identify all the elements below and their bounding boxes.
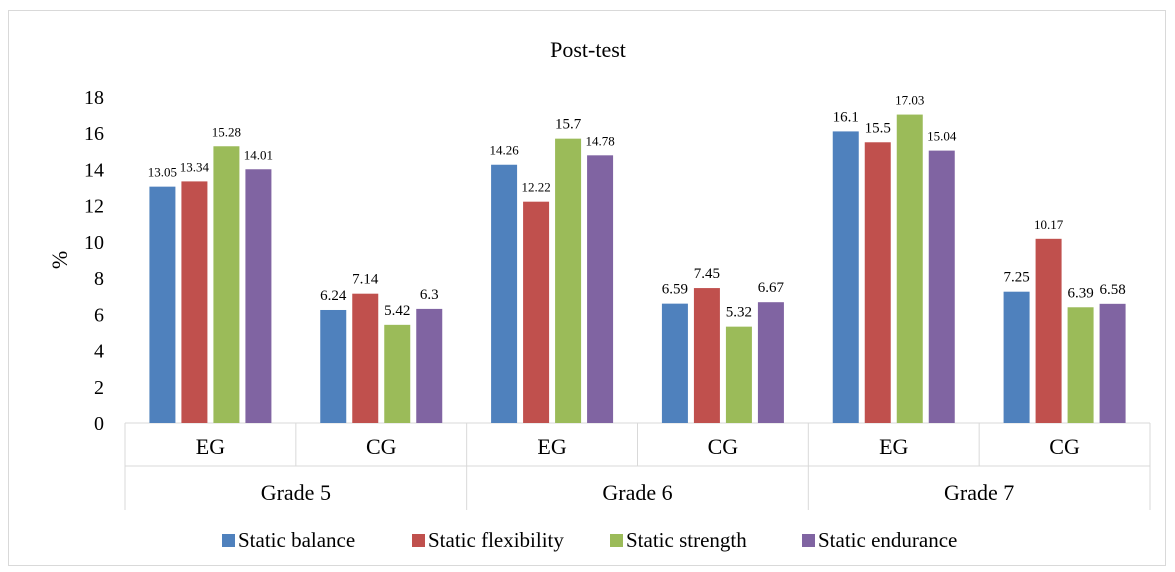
y-tick-label: 16 <box>84 123 104 145</box>
bar-static-endurance <box>757 302 784 423</box>
data-label: 17.03 <box>895 93 924 108</box>
category-label: EG <box>196 434 225 459</box>
bar-static-endurance <box>1099 303 1126 423</box>
data-label: 15.04 <box>927 129 957 144</box>
data-label: 14.01 <box>244 147 273 162</box>
data-label: 12.22 <box>521 180 550 195</box>
data-label: 7.14 <box>352 272 379 288</box>
bar-static-balance <box>1003 291 1030 423</box>
category-label: CG <box>366 434 397 459</box>
bar-static-endurance <box>587 155 614 423</box>
category-label: EG <box>537 434 566 459</box>
bar-static-balance <box>661 303 688 423</box>
group-label: Grade 7 <box>944 480 1014 505</box>
y-tick-label: 4 <box>94 341 104 363</box>
data-label: 6.59 <box>662 282 688 298</box>
category-label: CG <box>1049 434 1080 459</box>
chart-title: Post-test <box>550 37 626 62</box>
group-label: Grade 5 <box>261 480 331 505</box>
category-label: EG <box>879 434 908 459</box>
bar-static-balance <box>149 186 176 423</box>
y-tick-label: 2 <box>94 377 104 399</box>
data-labels: 13.05 6.24 14.26 6.59 16.1 7.25 13.34 7.14 12.22… <box>148 93 1126 321</box>
data-label: 13.34 <box>180 159 210 174</box>
data-label: 6.3 <box>420 287 439 303</box>
legend-swatch-static-strength <box>610 534 623 547</box>
data-label: 15.28 <box>212 124 241 139</box>
bar-static-strength <box>384 324 411 423</box>
bar-static-endurance <box>928 150 955 423</box>
y-axis-ticks: 0 2 4 6 8 10 12 14 16 18 <box>84 87 104 435</box>
legend: Static balance Static flexibility Static s… <box>222 528 957 552</box>
data-label: 13.05 <box>148 165 177 180</box>
data-label: 14.78 <box>585 133 614 148</box>
bar-static-flexibility <box>352 293 379 423</box>
bar-static-strength <box>1067 307 1094 423</box>
bar-static-strength <box>725 326 752 423</box>
bar-static-flexibility <box>864 142 891 423</box>
legend-label: Static balance <box>238 528 355 552</box>
bar-static-strength <box>555 138 582 423</box>
data-label: 7.25 <box>1003 270 1029 286</box>
legend-swatch-static-endurance <box>802 534 815 547</box>
x-axis-labels: EG CG EG CG EG CG Grade 5 Grade 6 Grade 7 <box>196 434 1080 505</box>
data-label: 6.58 <box>1099 282 1125 298</box>
legend-swatch-static-flexibility <box>412 534 425 547</box>
y-tick-label: 10 <box>84 232 104 254</box>
data-label: 15.7 <box>555 117 582 133</box>
bar-static-flexibility <box>1035 238 1062 423</box>
data-label: 16.1 <box>833 109 859 125</box>
data-label: 6.67 <box>758 280 785 296</box>
data-label: 6.24 <box>320 288 347 304</box>
bar-static-flexibility <box>523 201 550 423</box>
bar-static-balance <box>832 131 859 423</box>
y-tick-label: 12 <box>84 196 104 218</box>
bar-static-flexibility <box>181 181 208 423</box>
bar-static-endurance <box>416 308 443 423</box>
bar-series <box>149 114 1126 424</box>
legend-label: Static endurance <box>818 528 957 552</box>
bar-static-balance <box>491 164 518 424</box>
category-label: CG <box>708 434 739 459</box>
legend-swatch-static-balance <box>222 534 235 547</box>
x-axis <box>124 422 1151 510</box>
y-tick-label: 18 <box>84 87 104 109</box>
legend-label: Static strength <box>626 528 747 552</box>
y-tick-label: 6 <box>94 304 104 326</box>
bar-static-endurance <box>245 169 272 423</box>
y-tick-label: 14 <box>84 159 104 181</box>
bar-static-strength <box>213 146 240 424</box>
y-axis-label: % <box>47 251 72 269</box>
legend-label: Static flexibility <box>428 528 564 552</box>
data-label: 7.45 <box>694 266 720 282</box>
group-label: Grade 6 <box>602 480 672 505</box>
data-label: 15.5 <box>865 120 891 136</box>
data-label: 5.32 <box>726 305 752 321</box>
bar-static-strength <box>896 114 923 423</box>
y-tick-label: 8 <box>94 268 104 290</box>
y-tick-label: 0 <box>94 413 104 435</box>
data-label: 10.17 <box>1034 217 1064 232</box>
data-label: 5.42 <box>384 303 410 319</box>
data-label: 6.39 <box>1067 285 1093 301</box>
bar-static-balance <box>320 309 347 423</box>
bar-static-flexibility <box>693 288 720 423</box>
data-label: 14.26 <box>489 143 519 158</box>
